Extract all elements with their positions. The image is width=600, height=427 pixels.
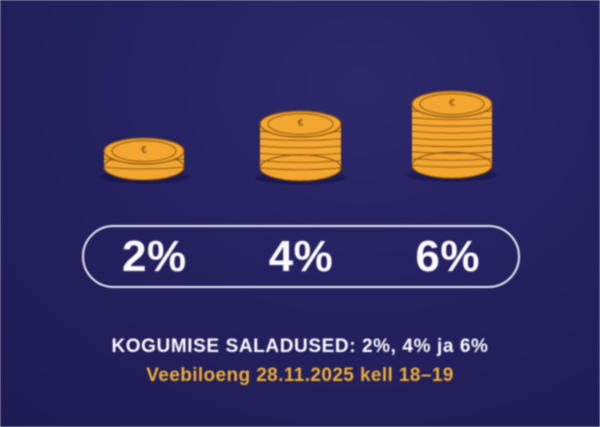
svg-text:€: €	[449, 98, 455, 109]
svg-text:€: €	[141, 145, 147, 156]
svg-text:€: €	[297, 118, 303, 129]
